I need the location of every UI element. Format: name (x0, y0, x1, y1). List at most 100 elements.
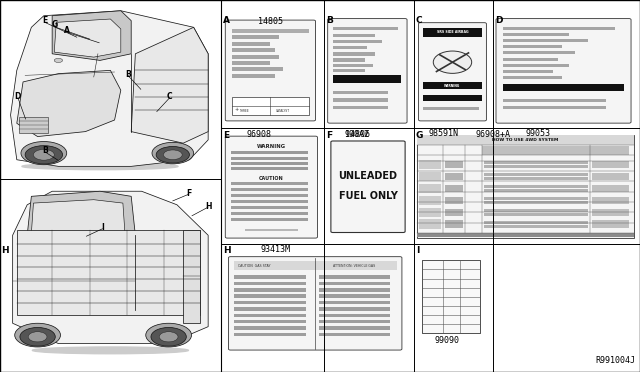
Bar (484, 225, 588, 228)
Bar (333, 58, 365, 62)
Polygon shape (131, 27, 208, 143)
Bar (234, 314, 305, 317)
Bar (231, 162, 308, 165)
Bar (503, 64, 569, 67)
Bar (231, 167, 308, 170)
Bar (234, 282, 305, 285)
Bar (593, 209, 629, 216)
Bar (484, 209, 588, 212)
Bar (484, 201, 588, 204)
Bar (319, 294, 390, 298)
Bar (417, 233, 634, 237)
Bar (484, 166, 588, 168)
Ellipse shape (20, 327, 55, 346)
Ellipse shape (21, 141, 67, 165)
Bar (333, 91, 388, 94)
Text: C: C (167, 92, 172, 101)
Bar (232, 97, 309, 115)
Bar (484, 161, 588, 164)
Bar (234, 294, 305, 298)
Text: 96908+A: 96908+A (476, 130, 510, 139)
Bar (503, 27, 614, 30)
Ellipse shape (151, 327, 186, 346)
Bar (419, 219, 441, 229)
Polygon shape (17, 70, 121, 137)
Polygon shape (54, 19, 121, 57)
Text: WARNING: WARNING (444, 84, 461, 88)
Bar (484, 173, 588, 176)
Ellipse shape (28, 332, 47, 342)
FancyBboxPatch shape (225, 136, 317, 238)
Bar (445, 173, 463, 180)
Bar (484, 177, 588, 180)
Bar (232, 55, 279, 59)
Text: H: H (223, 246, 230, 254)
Bar (232, 29, 309, 33)
Bar (234, 307, 305, 311)
Text: R991004J: R991004J (595, 356, 636, 365)
Bar (503, 76, 562, 79)
Text: +: + (234, 108, 239, 112)
FancyBboxPatch shape (419, 23, 486, 121)
Bar (422, 260, 480, 333)
Bar (234, 320, 305, 323)
Bar (419, 184, 441, 193)
Bar (333, 52, 375, 55)
Bar (419, 196, 441, 205)
Bar (503, 106, 605, 109)
Text: I: I (101, 223, 104, 232)
Bar (503, 70, 553, 73)
Circle shape (433, 51, 472, 73)
Bar (319, 282, 390, 285)
Bar (319, 326, 390, 330)
Polygon shape (31, 200, 125, 239)
Bar (17, 230, 200, 315)
Bar (231, 182, 308, 185)
Bar (445, 221, 463, 228)
Bar (231, 151, 308, 154)
Bar (423, 95, 482, 100)
Text: CAUTION: CAUTION (259, 176, 284, 181)
Bar (333, 76, 401, 83)
Bar (484, 189, 588, 192)
Bar (19, 117, 48, 133)
Text: 14806: 14806 (344, 130, 370, 139)
Bar (593, 185, 629, 192)
Bar (333, 99, 388, 102)
Bar (445, 209, 463, 216)
Text: 99090: 99090 (434, 336, 460, 344)
Bar (419, 172, 441, 181)
Polygon shape (13, 191, 208, 344)
Ellipse shape (163, 150, 182, 160)
Text: 98591N: 98591N (429, 129, 458, 138)
Bar (232, 42, 270, 46)
Bar (231, 201, 308, 203)
Text: 14805: 14805 (258, 17, 284, 26)
Bar (232, 35, 279, 39)
Text: CATALYST: CATALYST (276, 109, 289, 113)
Bar (333, 34, 375, 37)
Polygon shape (52, 11, 131, 60)
Bar (333, 27, 397, 30)
Bar (231, 212, 308, 215)
Bar (503, 39, 588, 42)
Polygon shape (10, 11, 208, 166)
Bar (593, 221, 629, 228)
Ellipse shape (22, 163, 178, 170)
Bar (423, 108, 479, 110)
Bar (503, 84, 624, 91)
Bar (183, 230, 200, 323)
Bar (319, 288, 390, 292)
Bar (319, 307, 390, 311)
Bar (319, 314, 390, 317)
Text: CAUTION  GAS STAY: CAUTION GAS STAY (238, 263, 270, 267)
Bar (232, 67, 284, 71)
Bar (234, 326, 305, 330)
Bar (593, 161, 629, 168)
Bar (231, 206, 308, 209)
Bar (484, 185, 588, 188)
Text: WARNING: WARNING (257, 144, 286, 149)
Text: 99053: 99053 (525, 129, 550, 138)
Text: E: E (42, 16, 47, 25)
Bar (445, 161, 463, 168)
